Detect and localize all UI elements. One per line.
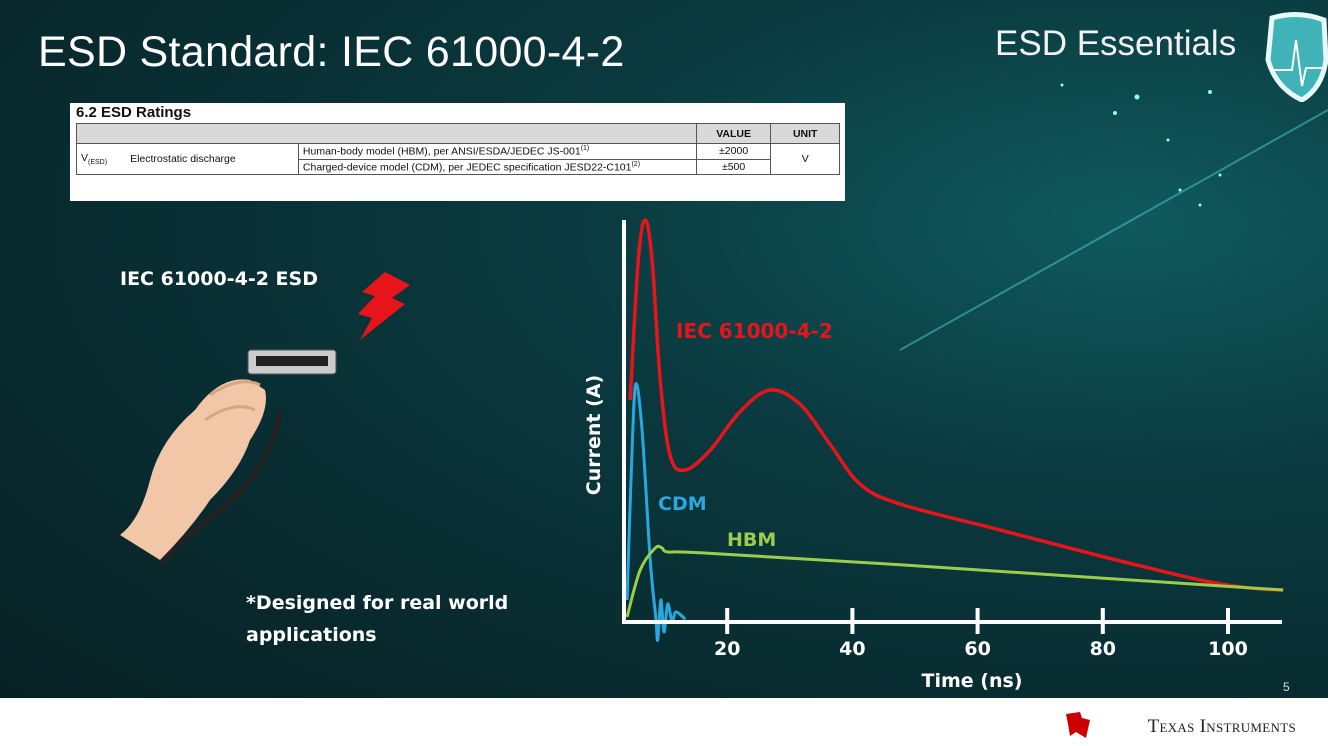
esd-waveform-chart: 20 40 60 80 100 Time (ns) Current (A) IEC 61… (583, 218, 1284, 692)
shield-heartbeat-icon (1265, 12, 1328, 102)
table-row-cdm: Charged-device model (CDM), per JEDEC sp… (297, 158, 697, 175)
ti-logo-text: Texas Instruments (1147, 716, 1296, 737)
series-label-hbm: HBM (727, 529, 776, 551)
x-tick-label: 40 (839, 638, 865, 660)
parameter: Electrostatic discharge (126, 143, 299, 175)
ti-logo-icon (1066, 712, 1090, 738)
background-stars (899, 83, 1328, 351)
footer-bar: Texas Instruments (0, 698, 1328, 746)
value-cdm: ±500 (695, 158, 772, 175)
unit: V (770, 143, 840, 175)
value-hbm: ±2000 (695, 143, 772, 160)
table-row-hbm: Human-body model (HBM), per ANSI/ESDA/JE… (297, 143, 697, 160)
x-tick-label: 100 (1208, 638, 1248, 660)
lightning-bolt-icon (358, 272, 410, 340)
y-axis-label: Current (A) (583, 375, 605, 495)
x-tick-label: 80 (1090, 638, 1116, 660)
series-line-iec-61000-4-2 (628, 218, 1284, 592)
esd-ratings-table: 6.2 ESD Ratings VALUE UNIT V(ESD) Electr… (70, 103, 845, 201)
column-header-value: VALUE (695, 123, 772, 144)
symbol: V (81, 151, 89, 164)
column-header-unit: UNIT (770, 123, 840, 144)
page-number: 5 (1283, 680, 1290, 694)
hand-hdmi-illustration (120, 272, 410, 567)
series-label-iec: IEC 61000-4-2 (676, 319, 833, 343)
series-label-cdm: CDM (658, 493, 707, 515)
iec-esd-label: IEC 61000-4-2 ESD (120, 268, 318, 290)
table-heading: 6.2 ESD Ratings (76, 104, 192, 121)
brand-title: ESD Essentials (995, 24, 1237, 63)
x-tick-label: 60 (964, 638, 990, 660)
note-line-1: *Designed for real world (246, 592, 509, 614)
slide-title: ESD Standard: IEC 61000-4-2 (38, 28, 625, 76)
note-line-2: applications (246, 624, 377, 646)
x-tick-label: 20 (714, 638, 740, 660)
x-axis-label: Time (ns) (922, 670, 1023, 692)
series-line-hbm (625, 544, 1284, 618)
